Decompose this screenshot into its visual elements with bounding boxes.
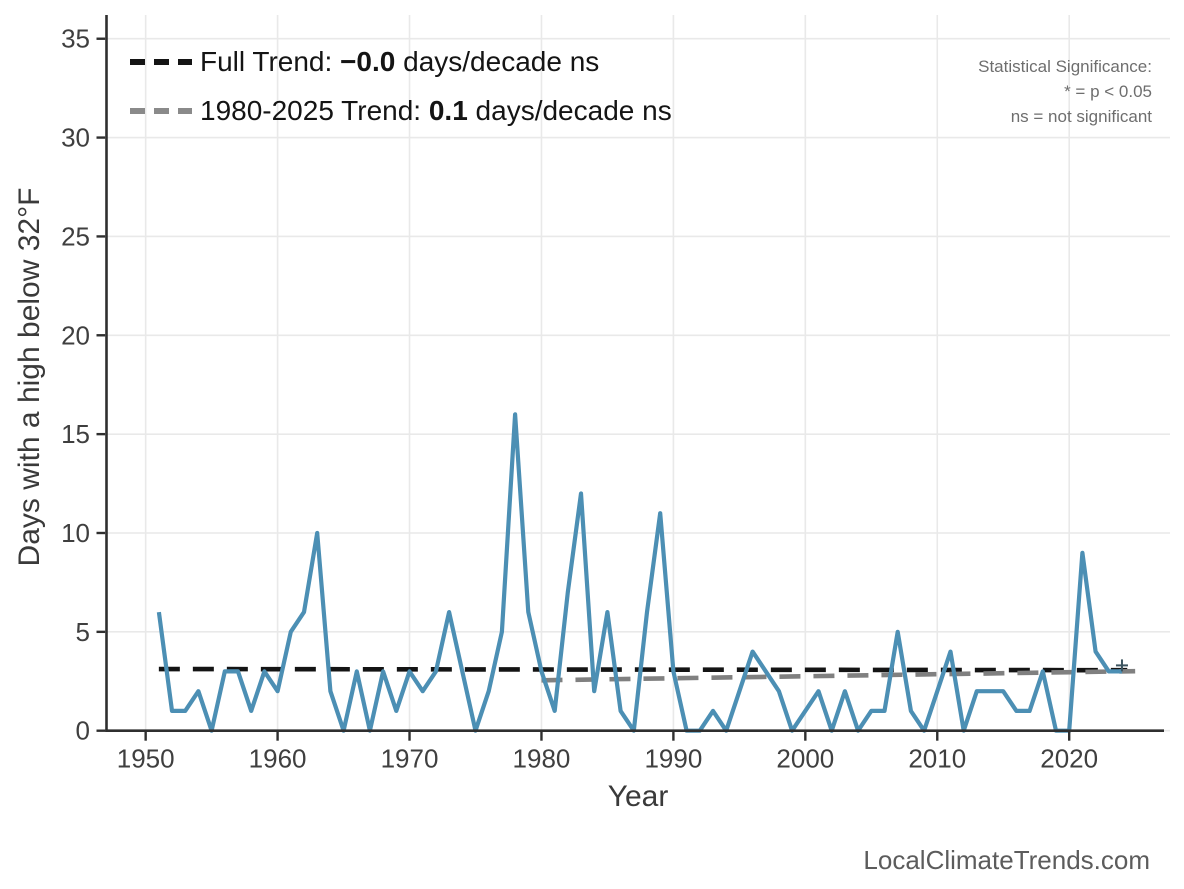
x-axis-title: Year [607,780,669,813]
x-tick-label: 2000 [776,744,834,774]
x-tick-label: 2010 [908,744,966,774]
axes [105,15,1164,733]
y-axis-title: Days with a high below 32°F [13,187,46,567]
y-tick-label: 20 [61,320,90,350]
significance-note-ns: ns = not significant [1010,107,1152,126]
tick-labels: 1950 1960 1970 1980 1990 2000 2010 2020 0 5 10 15 20… [61,24,1098,774]
watermark: LocalClimateTrends.com [863,845,1150,875]
x-tick-label: 1980 [513,744,571,774]
y-tick-label: 10 [61,518,90,548]
significance-note-star: * = p < 0.05 [1064,82,1152,101]
tick-marks [96,37,1071,741]
legend-prefix: 1980-2025 Trend: [200,95,429,126]
y-tick-label: 25 [61,221,90,251]
x-tick-label: 2020 [1040,744,1098,774]
y-tick-label: 30 [61,123,90,153]
legend-suffix: days/decade ns [467,95,672,126]
legend-trend-value: −0.0 [340,46,396,77]
y-tick-label: 5 [76,617,90,647]
legend: Full Trend: −0.0 days/decade ns 1980-202… [130,45,672,128]
legend-suffix: days/decade ns [395,46,600,77]
legend-entry-recent-trend: 1980-2025 Trend: 0.1 days/decade ns [130,94,672,128]
y-tick-label: 35 [61,24,90,54]
y-tick-label: 0 [76,716,90,746]
legend-prefix: Full Trend: [200,46,341,77]
x-tick-label: 1970 [381,744,439,774]
x-tick-label: 1990 [644,744,702,774]
days-below-32-line [156,412,1122,733]
significance-note: Statistical Significance: * = p < 0.05 n… [978,54,1152,129]
y-tick-label: 15 [61,419,90,449]
gridlines [107,15,1170,732]
legend-label-recent-trend: 1980-2025 Trend: 0.1 days/decade ns [200,95,672,127]
data-series [156,412,1128,733]
trend-lines [158,666,1136,683]
x-tick-label: 1950 [117,744,175,774]
1980-2025-trend-line [541,668,1136,683]
legend-trend-value: 0.1 [428,95,468,126]
x-tick-label: 1960 [249,744,307,774]
significance-note-title: Statistical Significance: [978,57,1152,76]
full-trend-line [158,666,1128,673]
legend-entry-full-trend: Full Trend: −0.0 days/decade ns [130,45,672,79]
recent-trend-dash-swatch [130,108,192,114]
full-trend-dash-swatch [130,59,192,65]
legend-label-full-trend: Full Trend: −0.0 days/decade ns [200,46,599,78]
